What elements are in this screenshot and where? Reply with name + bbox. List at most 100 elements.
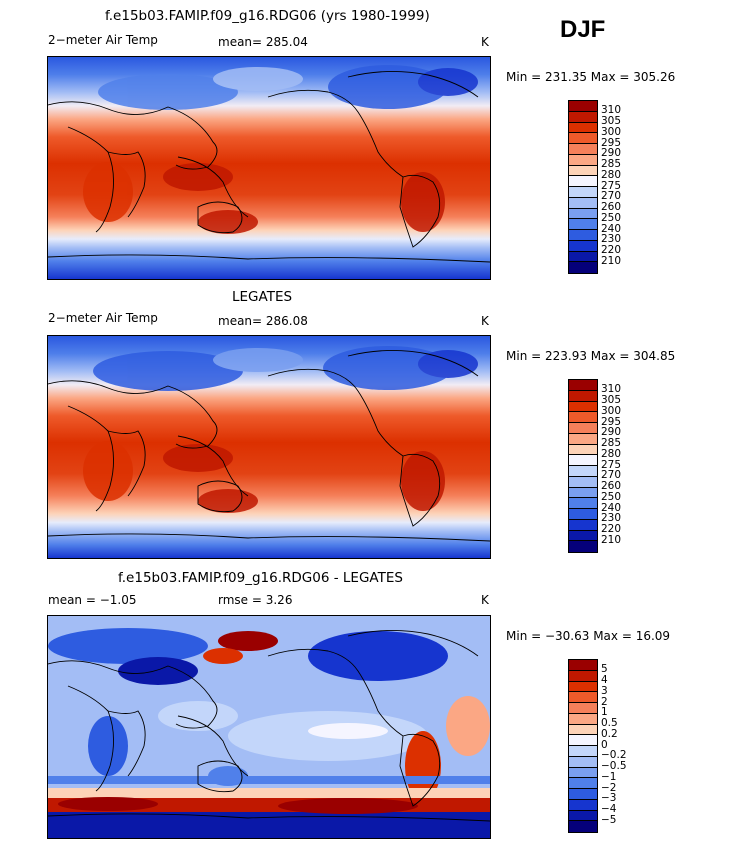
colorbar-label: 260 [601, 201, 622, 213]
colorbar-label: 210 [601, 254, 622, 267]
colorbar-swatch [569, 821, 597, 832]
colorbar-label: 310 [601, 104, 622, 117]
panel3-rmse: rmse = 3.26 [218, 593, 293, 607]
panel1-map [47, 56, 491, 280]
colorbar-swatch [569, 433, 597, 445]
colorbar-label: 300 [601, 404, 622, 417]
colorbar-label: 270 [601, 190, 622, 203]
colorbar-swatch [569, 487, 597, 499]
colorbar-label: −1 [601, 770, 617, 783]
colorbar-swatch [569, 455, 597, 466]
panel2-minmax: Min = 223.93 Max = 304.85 [506, 349, 676, 363]
colorbar-swatch [569, 799, 597, 811]
colorbar-label: −5 [601, 813, 617, 826]
colorbar-swatch [569, 197, 597, 209]
panel1-colorbar [568, 100, 598, 274]
colorbar-swatch [569, 530, 597, 542]
colorbar-swatch [569, 230, 597, 241]
colorbar-label: 240 [601, 501, 622, 514]
colorbar-swatch [569, 412, 597, 423]
panel3-minmax: Min = −30.63 Max = 16.09 [506, 629, 671, 643]
panel1-title: f.e15b03.FAMIP.f09_g16.RDG06 (yrs 1980-1… [105, 8, 430, 24]
panel2-title: LEGATES [232, 289, 293, 305]
colorbar-label: 0.5 [601, 717, 618, 729]
panel1-minmax: Min = 231.35 Max = 305.26 [506, 70, 676, 84]
colorbar-label: 4 [601, 674, 608, 686]
colorbar-label: 3 [601, 684, 608, 697]
panel3-colorbar [568, 659, 598, 833]
colorbar-swatch [569, 165, 597, 177]
colorbar-swatch [569, 476, 597, 488]
panel2-units: K [481, 314, 489, 328]
panel2-map-svg [48, 336, 490, 558]
panel2-variable-label: 2−meter Air Temp [48, 311, 158, 325]
colorbar-swatch [569, 240, 597, 252]
panel1-units: K [481, 35, 489, 49]
colorbar-swatch [569, 746, 597, 757]
colorbar-label: 0 [601, 738, 608, 751]
colorbar-swatch [569, 262, 597, 273]
colorbar-label: 280 [601, 447, 622, 460]
panel3-coastlines [48, 630, 490, 822]
colorbar-swatch [569, 670, 597, 682]
colorbar-swatch [569, 789, 597, 800]
colorbar-label: 295 [601, 136, 622, 149]
colorbar-swatch [569, 703, 597, 714]
panel3-units: K [481, 593, 489, 607]
colorbar-swatch [569, 778, 597, 789]
colorbar-swatch [569, 724, 597, 736]
colorbar-swatch [569, 509, 597, 520]
colorbar-label: 260 [601, 480, 622, 492]
colorbar-swatch [569, 519, 597, 531]
panel1-coastlines [48, 71, 490, 263]
colorbar-swatch [569, 681, 597, 693]
season-label: DJF [560, 16, 606, 43]
colorbar-label: −4 [601, 803, 617, 815]
colorbar-swatch [569, 219, 597, 230]
colorbar-label: 305 [601, 115, 622, 127]
colorbar-swatch [569, 390, 597, 402]
colorbar-label: 290 [601, 426, 622, 439]
colorbar-label: −0.5 [601, 760, 627, 772]
panel3-map-svg [48, 616, 490, 838]
colorbar-swatch [569, 692, 597, 703]
colorbar-swatch [569, 401, 597, 413]
colorbar-swatch [569, 251, 597, 263]
colorbar-label: 270 [601, 469, 622, 482]
colorbar-label: 275 [601, 458, 622, 471]
colorbar-label: 220 [601, 244, 622, 256]
panel3-map [47, 615, 491, 839]
colorbar-swatch [569, 810, 597, 822]
colorbar-label: 300 [601, 125, 622, 138]
panel1-land-anomalies [83, 65, 478, 234]
colorbar-swatch [569, 380, 597, 391]
panel2-coastlines [48, 350, 490, 542]
colorbar-swatch [569, 713, 597, 725]
colorbar-swatch [569, 423, 597, 434]
colorbar-label: 0.2 [601, 727, 618, 740]
panel3-anomaly-patches [48, 628, 490, 838]
colorbar-label: 210 [601, 533, 622, 546]
colorbar-label: 2 [601, 695, 608, 708]
colorbar-swatch [569, 466, 597, 477]
colorbar-label: −2 [601, 781, 617, 794]
panel2-map [47, 335, 491, 559]
colorbar-label: 290 [601, 147, 622, 160]
colorbar-swatch [569, 144, 597, 155]
colorbar-swatch [569, 444, 597, 456]
colorbar-swatch [569, 660, 597, 671]
panel3-title: f.e15b03.FAMIP.f09_g16.RDG06 - LEGATES [118, 570, 403, 586]
colorbar-swatch [569, 101, 597, 112]
colorbar-label: 220 [601, 523, 622, 535]
colorbar-label: 280 [601, 168, 622, 181]
colorbar-label: 275 [601, 179, 622, 192]
colorbar-swatch [569, 541, 597, 552]
colorbar-swatch [569, 498, 597, 509]
panel2-land-anomalies [83, 346, 478, 513]
colorbar-label: 295 [601, 415, 622, 428]
colorbar-label: 305 [601, 394, 622, 406]
colorbar-swatch [569, 154, 597, 166]
colorbar-label: 5 [601, 663, 608, 676]
panel3-mean: mean = −1.05 [48, 593, 137, 607]
colorbar-label: 250 [601, 211, 622, 224]
